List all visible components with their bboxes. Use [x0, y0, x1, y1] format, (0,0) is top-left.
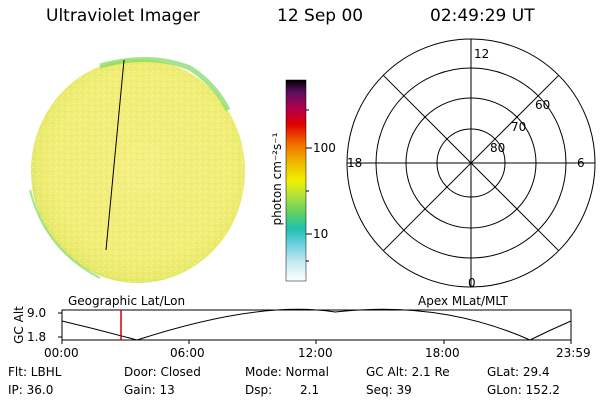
mlt-label-12: 12 [474, 47, 490, 61]
mlt-label-0: 0 [468, 276, 476, 290]
mlt-label-18: 18 [347, 156, 363, 170]
uv-disk-image [29, 57, 245, 283]
mlt-label-6: 6 [577, 156, 585, 170]
x-tick-1200: 12:00 [298, 346, 333, 360]
gain-status: Gain: 13 [124, 383, 175, 397]
x-tick-0000: 00:00 [44, 346, 79, 360]
lat-label-60: 60 [535, 98, 551, 112]
glon-status: GLon: 152.2 [487, 383, 560, 397]
gc-alt-axis-label: GC Alt [12, 306, 26, 344]
dsp-label: Dsp: [245, 383, 273, 397]
geographic-title: Geographic Lat/Lon [68, 294, 186, 308]
colorbar-tick-10: 10 [313, 227, 329, 241]
altitude-timeline [58, 308, 572, 344]
lat-label-80: 80 [490, 141, 506, 155]
dsp-value: 2.1 [300, 383, 320, 397]
y-tick-9: 9.0 [27, 306, 47, 320]
seq-status: Seq: 39 [366, 383, 412, 397]
gc-alt-status: GC Alt: 2.1 Re [366, 365, 450, 379]
y-tick-1-8: 1.8 [27, 330, 47, 344]
polar-plot [346, 38, 596, 288]
date-label: 12 Sep 00 [277, 6, 364, 26]
time-label: 02:49:29 UT [430, 6, 535, 26]
x-tick-2359: 23:59 [556, 346, 591, 360]
colorbar-tick-100: 100 [313, 141, 336, 155]
colorbar-unit-label: photon cm⁻²s⁻¹ [270, 132, 284, 226]
x-tick-0600: 06:00 [170, 346, 205, 360]
mode-status: Mode: Normal [245, 365, 329, 379]
lat-label-70: 70 [511, 120, 527, 134]
colorbar [285, 79, 312, 282]
door-status: Door: Closed [124, 365, 201, 379]
glat-status: GLat: 29.4 [487, 365, 550, 379]
ip-status: IP: 36.0 [8, 383, 54, 397]
instrument-title: Ultraviolet Imager [46, 6, 200, 26]
x-tick-1800: 18:00 [425, 346, 460, 360]
filter-status: Flt: LBHL [8, 365, 62, 379]
apex-title: Apex MLat/MLT [418, 294, 508, 308]
terminator-line [105, 59, 125, 251]
